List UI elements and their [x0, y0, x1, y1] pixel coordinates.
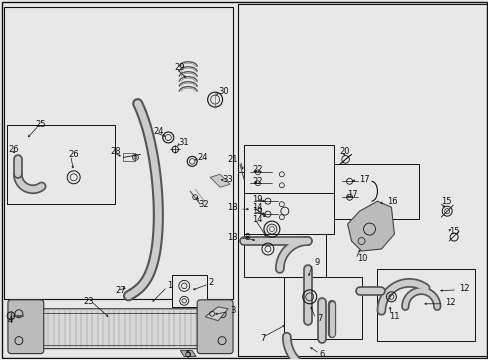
- Polygon shape: [180, 351, 196, 357]
- Text: 31: 31: [178, 138, 188, 147]
- Text: 12: 12: [458, 284, 468, 293]
- Text: 24: 24: [197, 153, 207, 162]
- Text: 32: 32: [198, 200, 208, 209]
- Bar: [4, 7, 233, 299]
- Bar: [244, 145, 333, 193]
- Text: 22: 22: [251, 165, 262, 174]
- Text: 22: 22: [251, 177, 262, 186]
- Text: 7: 7: [260, 334, 265, 343]
- Bar: [7, 125, 114, 204]
- Text: 33: 33: [222, 175, 232, 184]
- Polygon shape: [205, 307, 227, 321]
- Text: 18: 18: [227, 203, 238, 212]
- Text: 17: 17: [359, 175, 369, 184]
- Text: 7: 7: [317, 314, 323, 323]
- Text: 21: 21: [227, 155, 238, 164]
- Text: 26: 26: [68, 150, 79, 159]
- Text: 23: 23: [83, 297, 94, 306]
- Text: 3: 3: [229, 306, 235, 315]
- Text: 28: 28: [110, 147, 121, 156]
- Text: 19: 19: [251, 207, 262, 216]
- Text: 20: 20: [339, 147, 349, 156]
- Text: 8: 8: [244, 233, 249, 242]
- Text: 16: 16: [386, 197, 397, 206]
- Text: 30: 30: [218, 87, 228, 96]
- Text: 24: 24: [153, 127, 163, 136]
- Text: 14: 14: [251, 215, 262, 224]
- Bar: [283, 277, 361, 339]
- Text: 17: 17: [347, 190, 358, 199]
- Bar: [377, 269, 474, 341]
- FancyBboxPatch shape: [8, 300, 44, 354]
- Bar: [172, 275, 207, 307]
- Text: 14: 14: [251, 203, 262, 212]
- Bar: [329, 165, 418, 219]
- Text: 5: 5: [185, 350, 190, 359]
- Text: 29: 29: [174, 63, 184, 72]
- Text: 19: 19: [251, 195, 262, 204]
- Bar: [244, 199, 325, 277]
- Bar: [43, 313, 200, 345]
- Bar: [123, 153, 135, 161]
- Text: 10: 10: [357, 255, 367, 264]
- Polygon shape: [26, 309, 218, 348]
- Polygon shape: [347, 201, 394, 251]
- Bar: [244, 182, 333, 234]
- Text: 1: 1: [167, 282, 172, 291]
- FancyBboxPatch shape: [197, 300, 233, 354]
- Text: 13: 13: [227, 233, 238, 242]
- Text: 26: 26: [8, 145, 19, 154]
- Text: 25: 25: [36, 120, 46, 129]
- Text: 27: 27: [115, 286, 126, 295]
- Text: 9: 9: [314, 258, 319, 267]
- Text: 2: 2: [208, 278, 213, 287]
- Text: 11: 11: [388, 312, 399, 321]
- Text: 4: 4: [8, 316, 13, 325]
- Text: 15: 15: [440, 197, 451, 206]
- Text: 12: 12: [444, 298, 455, 307]
- Text: 15: 15: [448, 226, 459, 235]
- Text: 6: 6: [318, 350, 324, 359]
- Polygon shape: [210, 174, 229, 187]
